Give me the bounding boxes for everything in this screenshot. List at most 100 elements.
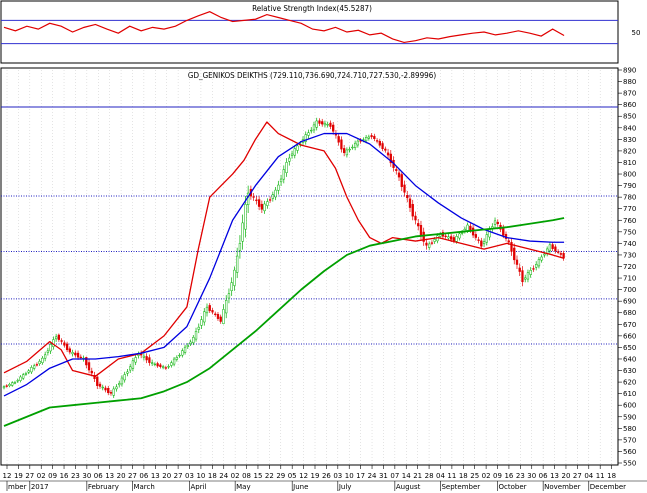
candle-body [318, 120, 321, 124]
candle-body [63, 342, 66, 346]
x-tick-label: 20 [117, 472, 126, 480]
price-tick-label: 850 [623, 113, 636, 121]
candle-body [304, 134, 307, 142]
candle-body [290, 153, 294, 156]
candle-body [307, 132, 310, 136]
price-tick-label: 690 [623, 298, 636, 306]
price-tick-label: 620 [623, 379, 636, 387]
month-label: September [441, 483, 480, 491]
x-tick-label: 12 [3, 472, 12, 480]
candle-body [263, 203, 266, 212]
price-y-ticks: 550 560 570 580 590 600 610 620 630 640 650 660 670 6… [618, 67, 636, 468]
candle-body [485, 234, 488, 243]
x-tick-label: 25 [470, 472, 479, 480]
x-tick-label: 02 [482, 472, 491, 480]
candle-body [411, 204, 414, 217]
month-label: February [88, 483, 119, 491]
candle-body [345, 149, 349, 156]
price-tick-label: 870 [623, 90, 636, 98]
x-tick-label: 12 [299, 472, 308, 480]
candle-body [266, 201, 269, 206]
candle-body [329, 122, 332, 127]
price-tick-label: 830 [623, 136, 636, 144]
candle-body [337, 136, 340, 143]
level-lines [1, 106, 618, 345]
rsi-levels [1, 19, 618, 45]
price-panel: GD_GENIKOS DEIKTHS (729.110,736.690,724.… [0, 67, 647, 491]
price-tick-label: 560 [623, 448, 636, 456]
candle-body [458, 233, 461, 239]
candle-body [208, 305, 211, 311]
candle-body [515, 259, 519, 265]
candle-body [277, 184, 280, 191]
x-tick-label: 29 [276, 472, 285, 480]
candle-body [112, 388, 115, 396]
x-date-ticks: 12 19 27 02 09 16 23 30 06 13 20 27 06 13 20 27 03 10 18 24… [0, 465, 647, 482]
candle-body [222, 309, 225, 324]
price-tick-label: 590 [623, 413, 636, 421]
candle-body [543, 253, 546, 256]
candle-body [194, 331, 198, 340]
x-tick-label: 19 [311, 472, 320, 480]
price-tick-label: 810 [623, 159, 636, 167]
rsi-tick-label: 50 [632, 29, 641, 37]
x-tick-label: 11 [447, 472, 456, 480]
x-tick-label: 06 [139, 472, 148, 480]
candle-body [386, 152, 390, 156]
candle-body [326, 124, 329, 126]
candle-body [496, 221, 499, 225]
x-tick-label: 08 [242, 472, 251, 480]
candle-body [16, 380, 19, 382]
candle-body [310, 129, 313, 132]
candle-body [90, 370, 93, 374]
candle-body [192, 337, 195, 344]
candle-body [343, 148, 346, 154]
month-labels: mber 2017 February March April May June July Aug… [6, 481, 626, 491]
price-tick-label: 700 [623, 286, 636, 294]
candle-body [126, 371, 129, 374]
candle-body [183, 346, 187, 353]
candlesticks [2, 117, 565, 399]
candle-body [8, 383, 11, 387]
x-tick-label: 06 [539, 472, 548, 480]
candle-body [559, 253, 563, 255]
candle-body [197, 326, 200, 330]
x-tick-label: 18 [208, 472, 217, 480]
candle-body [118, 383, 121, 386]
x-tick-label: 24 [219, 472, 228, 480]
candle-body [548, 244, 552, 252]
candle-body [285, 162, 288, 173]
candle-body [255, 199, 258, 202]
x-tick-label: 27 [573, 472, 582, 480]
price-tick-label: 630 [623, 367, 636, 375]
candle-body [257, 199, 261, 207]
candle-body [510, 242, 513, 252]
x-tick-label: 26 [322, 472, 331, 480]
candle-body [38, 360, 41, 365]
candle-body [474, 234, 477, 238]
candle-body [233, 269, 236, 286]
price-tick-label: 550 [623, 460, 636, 468]
candle-body [115, 386, 118, 390]
price-tick-label: 890 [623, 67, 636, 75]
candle-body [109, 392, 113, 394]
x-tick-label: 13 [550, 472, 559, 480]
candle-body [19, 376, 22, 381]
price-tick-label: 640 [623, 355, 636, 363]
candle-body [455, 236, 458, 242]
candle-body [30, 367, 33, 373]
candle-body [378, 140, 381, 146]
month-label: March [133, 483, 154, 491]
x-tick-label: 27 [128, 472, 137, 480]
candle-body [384, 148, 387, 151]
month-label: October [499, 483, 527, 491]
x-tick-label: 04 [436, 472, 445, 480]
candle-body [107, 388, 110, 394]
x-tick-label: 30 [527, 472, 536, 480]
candle-body [408, 198, 412, 208]
candle-body [76, 352, 80, 358]
candle-body [60, 340, 63, 342]
price-tick-label: 670 [623, 321, 636, 329]
candle-body [422, 231, 425, 242]
candle-body [225, 300, 228, 314]
